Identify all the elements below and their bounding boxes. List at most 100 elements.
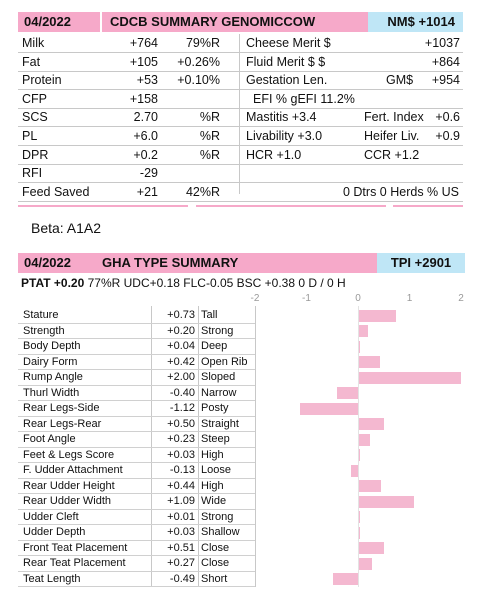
gha-subline-details: 77%R UDC+0.18 FLC-0.05 BSC +0.38 0 D / 0… bbox=[87, 276, 346, 290]
trait-name: Rear Legs-Rear bbox=[23, 417, 102, 430]
beta-casein: Beta: A1A2 bbox=[31, 220, 102, 236]
cdcb-col6: +864 bbox=[431, 54, 460, 69]
trait-descriptor: Loose bbox=[201, 464, 231, 476]
trait-row-divider bbox=[18, 384, 255, 386]
trait-name: Udder Cleft bbox=[23, 510, 79, 523]
trait-bar bbox=[358, 542, 385, 554]
trait-row-divider bbox=[18, 555, 255, 556]
trait-row-divider bbox=[18, 431, 255, 432]
trait-value: +0.23 bbox=[167, 433, 195, 445]
cdcb-summary-table: 04/2022 CDCB SUMMARY GENOMICCOW NM$ +101… bbox=[18, 12, 463, 208]
trait-descriptor: High bbox=[201, 448, 224, 461]
trait-descriptor: Close bbox=[201, 557, 230, 569]
trait-name: F. Udder Attachment bbox=[23, 464, 123, 476]
cdcb-trait-name: SCS bbox=[22, 110, 48, 125]
cdcb-col4: Cheese Merit $ bbox=[246, 36, 331, 50]
ptat-value: PTAT +0.20 bbox=[21, 276, 85, 290]
gha-type-summary-table: 04/2022 GHA TYPE SUMMARY TPI +2901 PTAT … bbox=[18, 253, 465, 588]
cdcb-trait-value: +21 bbox=[136, 184, 158, 199]
trait-value: +0.20 bbox=[167, 324, 195, 337]
trait-value: +1.09 bbox=[167, 495, 195, 507]
cdcb-col6: +954 bbox=[431, 73, 460, 88]
trait-descriptor: Short bbox=[201, 572, 228, 585]
trait-descriptor: Wide bbox=[201, 495, 227, 507]
cdcb-date: 04/2022 bbox=[18, 12, 100, 32]
cdcb-trait-value: -29 bbox=[139, 166, 158, 181]
cdcb-trait-value: 2.70 bbox=[133, 110, 158, 125]
trait-descriptor: Tall bbox=[201, 309, 218, 321]
trait-value: -0.49 bbox=[169, 572, 195, 585]
trait-row-divider bbox=[18, 353, 255, 355]
cdcb-col5: CCR +1.2 bbox=[364, 147, 420, 162]
gha-title: GHA TYPE SUMMARY bbox=[92, 253, 377, 273]
gha-tpi-badge: TPI +2901 bbox=[377, 253, 465, 273]
trait-bar bbox=[358, 340, 361, 353]
cdcb-trait-value: +0.2 bbox=[133, 147, 158, 162]
row-divider bbox=[18, 163, 463, 165]
trait-descriptor: Deep bbox=[201, 340, 228, 352]
cdcb-col5: GM$ bbox=[386, 73, 414, 88]
trait-bar bbox=[358, 480, 381, 492]
scale-tick-label: 2 bbox=[458, 293, 464, 304]
trait-value: +0.03 bbox=[167, 526, 195, 538]
trait-row-divider bbox=[18, 446, 255, 448]
trait-row-divider bbox=[18, 586, 255, 587]
trait-row-divider bbox=[18, 369, 255, 370]
cdcb-trait-value: +53 bbox=[136, 73, 158, 88]
cdcb-trait-reliability: 79%R bbox=[185, 36, 220, 50]
trait-bar bbox=[358, 371, 461, 384]
trait-row-divider bbox=[18, 338, 255, 339]
cdcb-trait-reliability: +0.10% bbox=[177, 73, 220, 88]
cdcb-trait-value: +158 bbox=[129, 91, 158, 106]
trait-name: Teat Length bbox=[23, 572, 81, 585]
cdcb-trait-name: Protein bbox=[22, 73, 62, 88]
cdcb-col4: Gestation Len. bbox=[246, 73, 328, 88]
trait-name: Rump Angle bbox=[23, 371, 83, 383]
trait-bar bbox=[332, 573, 358, 585]
cdcb-trait-name: CFP bbox=[22, 91, 47, 106]
trait-row-divider bbox=[18, 415, 255, 417]
trait-row-divider bbox=[18, 570, 255, 572]
trait-name: Feet & Legs Score bbox=[23, 448, 115, 461]
trait-value: +0.04 bbox=[167, 340, 195, 352]
trait-descriptor: Steep bbox=[201, 433, 230, 445]
trait-value: -1.12 bbox=[169, 402, 195, 414]
trait-bar bbox=[351, 464, 358, 477]
trait-bar bbox=[358, 418, 384, 430]
cdcb-trait-name: Fat bbox=[22, 54, 41, 69]
trait-descriptor: Sloped bbox=[201, 371, 236, 383]
trait-value: +0.51 bbox=[167, 541, 195, 554]
trait-bar bbox=[358, 325, 369, 337]
cdcb-trait-name: Feed Saved bbox=[22, 184, 90, 199]
cdcb-title: CDCB SUMMARY GENOMICCOW bbox=[102, 12, 385, 32]
cdcb-col4: EFI % gEFI 11.2% bbox=[253, 91, 355, 106]
row-divider bbox=[18, 107, 463, 109]
trait-descriptor: Shallow bbox=[201, 526, 240, 538]
cdcb-col4: Livability +3.0 bbox=[246, 129, 323, 143]
cdcb-col4: Fluid Merit $ $ bbox=[246, 54, 326, 69]
trait-row-divider bbox=[18, 322, 255, 324]
row-divider bbox=[18, 145, 463, 146]
zero-axis-line bbox=[358, 306, 359, 587]
row-divider bbox=[18, 182, 463, 184]
trait-name: Body Depth bbox=[23, 340, 81, 352]
cdcb-trait-reliability: +0.26% bbox=[177, 54, 220, 69]
chart-column-divider bbox=[255, 306, 256, 587]
trait-value: +0.44 bbox=[167, 479, 195, 492]
row-divider bbox=[18, 126, 463, 128]
trait-name: Stature bbox=[23, 309, 59, 321]
gha-subline: PTAT +0.20 77%R UDC+0.18 FLC-0.05 BSC +0… bbox=[21, 276, 346, 290]
trait-bar bbox=[358, 309, 396, 322]
trait-descriptor: Close bbox=[201, 541, 230, 554]
cdcb-trait-name: PL bbox=[22, 129, 38, 143]
trait-descriptor: Straight bbox=[201, 417, 239, 430]
trait-descriptor: Strong bbox=[201, 510, 234, 523]
cdcb-trait-reliability: 42%R bbox=[185, 184, 220, 199]
scale-tick-label: -1 bbox=[302, 293, 311, 304]
trait-name: Rear Udder Height bbox=[23, 479, 115, 492]
trait-bar bbox=[358, 356, 380, 368]
trait-value: +0.73 bbox=[167, 309, 195, 321]
cdcb-col6: +0.9 bbox=[435, 129, 460, 143]
trait-descriptor: Narrow bbox=[201, 386, 237, 399]
cdcb-nms-badge: NM$ +1014 bbox=[368, 12, 463, 32]
